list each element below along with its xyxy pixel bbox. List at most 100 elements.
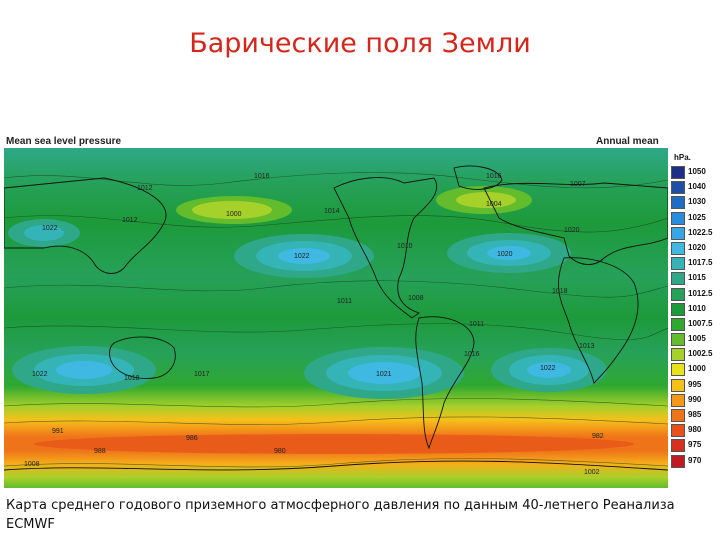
isobar-label: 1007	[570, 181, 586, 188]
legend-label: 1000	[688, 364, 706, 374]
legend-label: 1007.5	[688, 318, 713, 328]
legend-label: 990	[688, 394, 702, 404]
isobar-label: 1018	[552, 288, 568, 295]
slide-caption: Карта среднего годового приземного атмос…	[6, 498, 675, 532]
legend-label: 1030	[688, 197, 706, 207]
legend-label: 980	[688, 425, 702, 435]
eurasia	[483, 182, 668, 265]
south-pacific-high	[304, 347, 464, 399]
legend-label: 1005	[688, 334, 706, 344]
azores-high	[447, 233, 571, 273]
legend-swatch	[671, 454, 685, 468]
isobar-label: 1020	[497, 251, 513, 258]
north-america	[333, 177, 437, 319]
legend-swatch	[671, 226, 685, 240]
isobar-label: 1008	[24, 461, 40, 468]
legend-item: 1015	[671, 271, 719, 286]
isobar-label: 1021	[376, 371, 392, 378]
isobar-label: 1002	[584, 469, 600, 476]
legend-item: 985	[671, 408, 719, 423]
isobar-label: 1011	[469, 321, 484, 328]
legend-swatch	[671, 302, 685, 316]
coastlines	[4, 165, 668, 471]
legend-item: 1007.5	[671, 317, 719, 332]
isobar-label: 1012	[137, 185, 153, 192]
legend-swatch	[671, 287, 685, 301]
pacific-high	[234, 234, 374, 278]
isobar-label: 1012	[122, 217, 138, 224]
southern-trough	[34, 434, 634, 454]
map-background	[4, 148, 668, 488]
legend-label: 1010	[688, 303, 706, 313]
siberian-high	[8, 219, 80, 247]
isobars	[4, 172, 668, 468]
legend-label: 975	[688, 440, 702, 450]
isobar-label: 1013	[579, 343, 595, 350]
legend-item: 1050	[671, 165, 719, 180]
legend-item: 1025	[671, 211, 719, 226]
legend-label: 1002.5	[688, 349, 713, 359]
legend-item: 980	[671, 423, 719, 438]
isobar-label: 1000	[226, 211, 242, 218]
aleutian-low	[176, 196, 292, 224]
legend-swatch	[671, 181, 685, 195]
indian-ocean-high	[12, 346, 156, 394]
legend-item: 1030	[671, 195, 719, 210]
isobar-label: 1022	[540, 365, 556, 372]
legend-swatch	[671, 378, 685, 392]
isobar-label: 1022	[294, 253, 310, 260]
isobar-label: 1011	[337, 298, 352, 305]
legend-swatch	[671, 409, 685, 422]
legend-item: 1017.5	[671, 256, 719, 271]
legend-label: 1012.5	[688, 288, 713, 298]
legend-swatch	[671, 196, 685, 210]
isobar-label: 1020	[564, 227, 580, 234]
legend-label: 1025	[688, 212, 706, 222]
legend-unit: hPa.	[674, 153, 691, 162]
isobar-label: 1010	[397, 243, 413, 250]
legend-label: 1022.5	[688, 227, 713, 237]
australia	[109, 336, 176, 379]
map-header-left: Mean sea level pressure	[6, 136, 122, 147]
legend-label: 1020	[688, 242, 706, 252]
isobar-label: 982	[592, 433, 604, 440]
color-legend: 1050 1040 1030 1025 1022.5 1020 1017.5 1015 1012…	[671, 165, 719, 469]
isobar-label: 1022	[32, 371, 48, 378]
icelandic-low	[436, 186, 532, 214]
legend-swatch	[671, 393, 685, 407]
legend-item: 995	[671, 378, 719, 393]
isobar-label: 988	[94, 448, 106, 455]
legend-item: 1040	[671, 180, 719, 195]
legend-item: 1022.5	[671, 226, 719, 241]
isobar-label: 1004	[486, 201, 502, 208]
legend-swatch	[671, 272, 685, 286]
south-atlantic-high	[491, 348, 607, 392]
legend-item: 1002.5	[671, 347, 719, 362]
legend-label: 1015	[688, 273, 706, 283]
isobar-label: 986	[186, 435, 198, 442]
legend-swatch	[671, 257, 685, 271]
legend-item: 1010	[671, 302, 719, 317]
isobar-label: 1016	[486, 173, 502, 180]
isobar-label: 1014	[324, 208, 340, 215]
legend-label: 970	[688, 455, 702, 465]
south-america	[415, 316, 475, 450]
isobar-label: 1018	[124, 375, 140, 382]
slide-title: Барические поля Земли	[189, 28, 531, 59]
legend-item: 975	[671, 438, 719, 453]
isobar-label: 991	[52, 428, 64, 435]
isobar-label: 1016	[254, 173, 270, 180]
legend-swatch	[671, 363, 685, 377]
legend-label: 1017.5	[688, 258, 713, 268]
legend-label: 1050	[688, 167, 706, 176]
legend-swatch	[671, 424, 685, 438]
legend-swatch	[671, 241, 685, 255]
legend-item: 1012.5	[671, 287, 719, 302]
legend-item: 1020	[671, 241, 719, 256]
legend-item: 990	[671, 393, 719, 408]
africa	[557, 257, 639, 384]
legend-label: 995	[688, 379, 702, 389]
greenland	[453, 165, 503, 190]
isobar-label: 980	[274, 448, 286, 455]
legend-swatch	[671, 317, 685, 331]
